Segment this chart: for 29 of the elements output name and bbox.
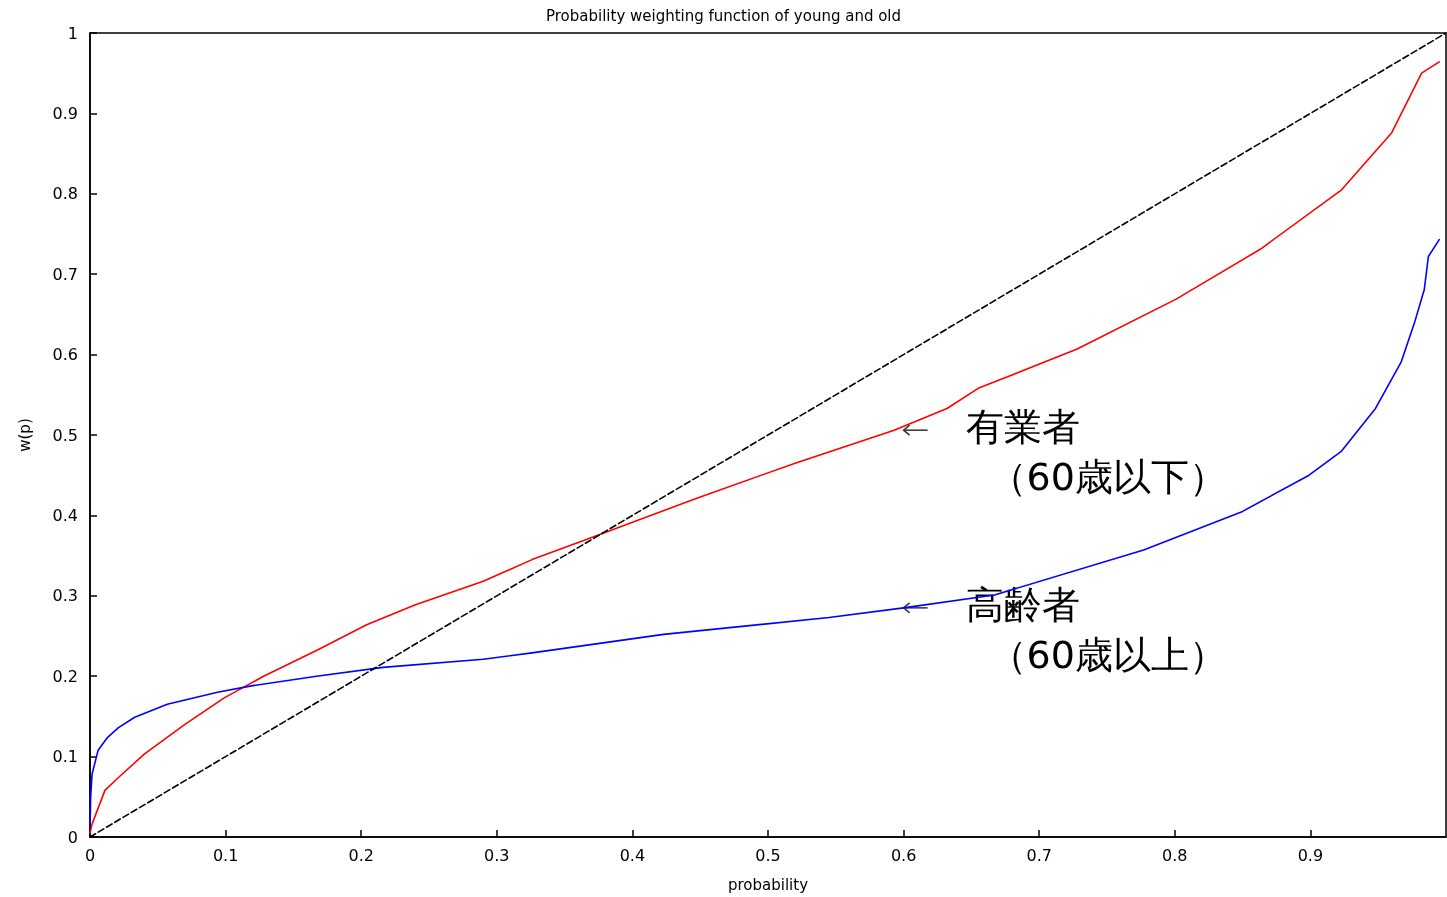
- x-tick-label: 0.3: [484, 845, 510, 865]
- annotation: （60歳以上）: [988, 632, 1227, 677]
- y-tick-label: 0.8: [52, 184, 78, 204]
- annotation: 有業者: [965, 405, 1080, 450]
- y-tick-label: 0: [67, 827, 78, 847]
- y-tick-label: 0.7: [52, 264, 78, 284]
- x-tick-label: 0.2: [348, 845, 374, 865]
- annotation: （60歳以下）: [988, 455, 1227, 500]
- y-tick-label: 0.9: [52, 103, 78, 123]
- y-tick-label: 1: [67, 23, 78, 43]
- x-axis-title: probability: [727, 875, 809, 894]
- x-tick-label: 0.4: [619, 845, 646, 865]
- y-tick-label: 0.3: [52, 586, 78, 606]
- y-tick-label: 0.6: [52, 345, 78, 365]
- annotation: 高齢者: [965, 582, 1080, 627]
- x-tick-label: 0.1: [212, 845, 239, 865]
- y-tick-label: 0.5: [52, 425, 78, 445]
- line-series: [89, 238, 1441, 830]
- y-tick-label: 0.4: [52, 505, 78, 525]
- x-tick-label: 0.7: [1026, 845, 1052, 865]
- x-tick-label: 0.9: [1297, 845, 1324, 865]
- y-tick-label: 0.1: [52, 747, 78, 767]
- chart-title: Probability weighting function of young and old: [545, 6, 902, 25]
- x-tick-label: 0.6: [890, 845, 917, 865]
- x-tick-label: 0: [84, 845, 96, 865]
- x-tick-label: 0.5: [755, 845, 781, 865]
- y-axis-title: w(p): [15, 418, 34, 452]
- x-tick-label: 0.8: [1162, 845, 1188, 865]
- y-tick-label: 0.2: [52, 666, 78, 686]
